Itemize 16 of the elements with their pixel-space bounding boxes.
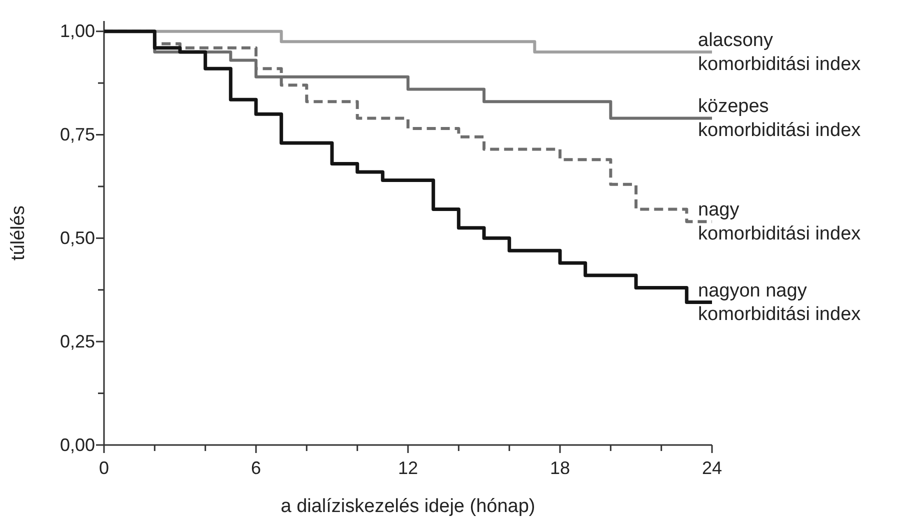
series-label: nagy komorbiditási index bbox=[698, 200, 862, 244]
x-tick-label: 6 bbox=[250, 458, 262, 478]
y-tick-label: 1,00 bbox=[60, 21, 95, 42]
series-label: alacsony komorbiditási index bbox=[698, 30, 862, 75]
x-tick-label: 18 bbox=[550, 458, 570, 478]
x-tick-label: 0 bbox=[98, 458, 110, 478]
x-tick-label: 12 bbox=[398, 458, 418, 478]
y-tick-label: 0,50 bbox=[60, 228, 95, 248]
x-axis-title: a dialíziskezelés ideje (hónap) bbox=[280, 496, 536, 517]
y-tick-label: 0,75 bbox=[60, 124, 95, 145]
y-axis-title: túlélés bbox=[8, 206, 29, 260]
series-label: nagyon nagy komorbiditási index bbox=[698, 280, 862, 326]
y-tick-label: 0,25 bbox=[60, 331, 95, 352]
x-tick-label: 24 bbox=[702, 458, 722, 478]
y-tick-label: 0,00 bbox=[60, 434, 95, 455]
series-label: közepes komorbiditási index bbox=[698, 96, 862, 141]
